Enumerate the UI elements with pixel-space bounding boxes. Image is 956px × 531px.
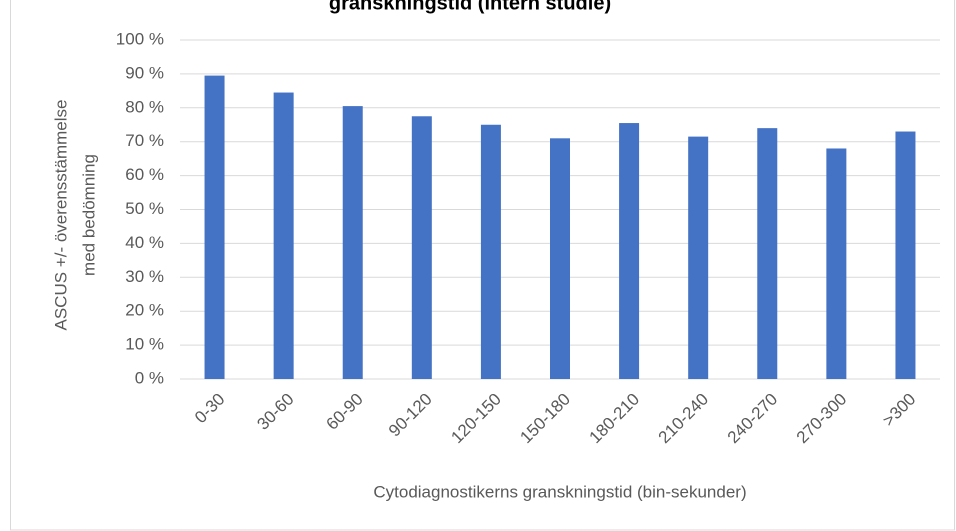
y-tick-label: 50 % <box>125 199 164 218</box>
y-tick-label: 90 % <box>125 63 164 82</box>
chart-title: granskningstid (intern studie) <box>329 0 611 14</box>
bar <box>342 106 363 379</box>
y-tick-label: 0 % <box>135 368 164 387</box>
bar <box>619 123 640 380</box>
bar <box>550 138 570 379</box>
y-tick-label: 70 % <box>125 131 164 150</box>
bar <box>204 75 225 379</box>
bar <box>411 116 432 380</box>
bar <box>895 131 916 379</box>
bar <box>826 148 847 379</box>
bar <box>273 92 294 380</box>
y-tick-label: 10 % <box>125 335 164 354</box>
bar <box>480 124 501 379</box>
y-tick-label: 30 % <box>125 267 164 286</box>
x-axis-label: Cytodiagnostikerns granskningstid (bin-s… <box>373 482 746 501</box>
y-axis-label: med bedömning <box>79 154 98 276</box>
y-tick-label: 20 % <box>125 301 164 320</box>
y-tick-label: 80 % <box>125 97 164 116</box>
bar <box>688 136 709 379</box>
y-tick-label: 60 % <box>125 165 164 184</box>
y-tick-label: 100 % <box>116 29 164 48</box>
y-axis-label: ASCUS +/- överensstämmelse <box>51 100 70 331</box>
bar <box>757 128 778 379</box>
y-tick-label: 40 % <box>125 233 164 252</box>
